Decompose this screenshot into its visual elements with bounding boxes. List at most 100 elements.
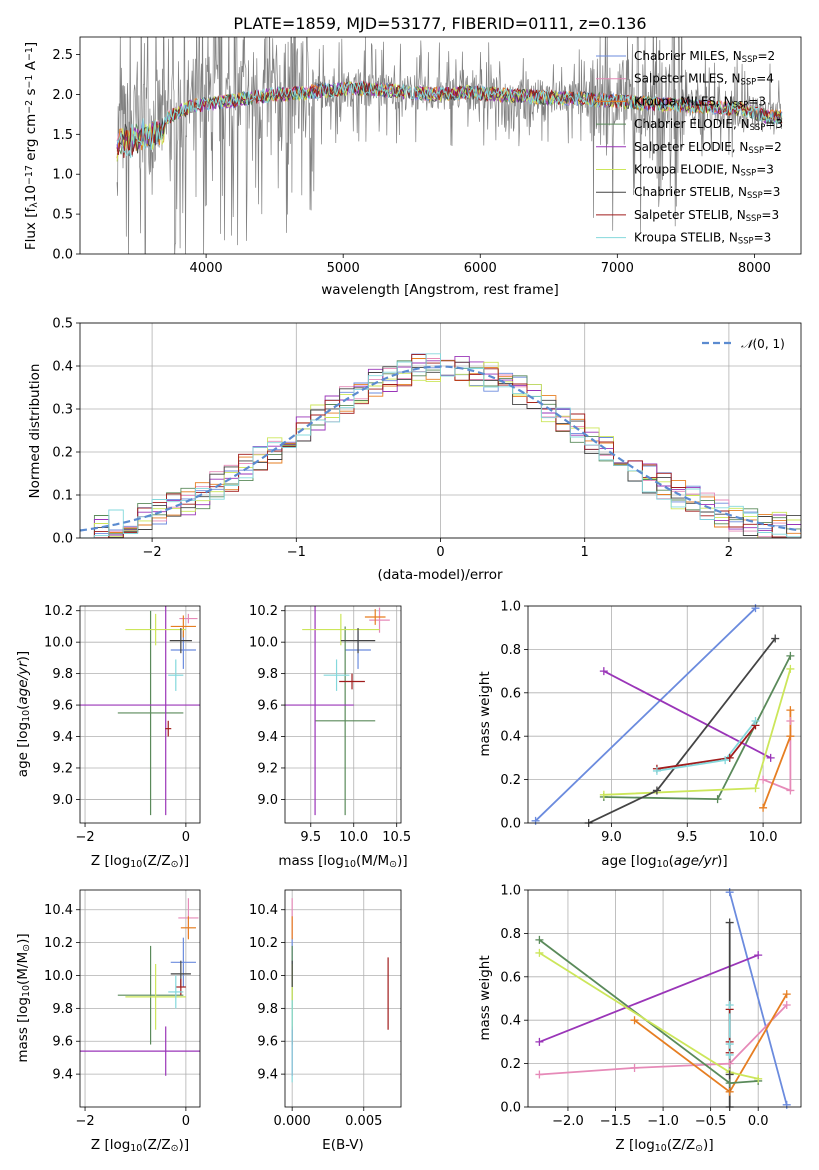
label-part: age/yr	[15, 660, 31, 705]
y-tick-label: 9.2	[52, 761, 73, 776]
label-part: ⊙	[695, 1143, 703, 1154]
label-part: Salpeter ELODIE, N	[634, 140, 748, 154]
label-part: 10	[21, 985, 32, 997]
plot-area	[534, 607, 792, 823]
residuals-histogram: −2 −1 0 1 2 0.0 0.1 0.2 0.3 0.4 0.5 𝒩(0, 1) (data-mo…	[27, 317, 802, 583]
label-part: SSP	[733, 99, 749, 109]
y-tick-label: 0.2	[500, 1057, 521, 1072]
y-tick-label: 9.8	[52, 1002, 73, 1017]
x-tick-label: −0.5	[695, 1114, 727, 1129]
label-part: =4	[756, 72, 774, 86]
weight-line	[762, 710, 792, 809]
label-part: =3	[748, 94, 766, 108]
x-tick-label: −2	[75, 830, 94, 845]
label-part: SSP	[746, 213, 762, 223]
weight-line	[603, 668, 792, 796]
weight-marker	[630, 1016, 639, 1025]
plot-area	[80, 353, 801, 538]
weight-marker	[725, 1059, 734, 1068]
weight-marker	[782, 1001, 791, 1010]
weight-marker	[725, 1050, 734, 1059]
x-tick-label: 7000	[601, 261, 634, 276]
y-tick-label: 0.1	[52, 489, 73, 504]
y-tick-label: 10.4	[249, 903, 278, 918]
y-tick-label: 9.8	[257, 667, 278, 682]
y-tick-label: 0.0	[500, 817, 521, 832]
label-part: )]	[397, 853, 408, 869]
weight-marker	[786, 717, 795, 726]
y-tick-label: 9.0	[257, 793, 278, 808]
y-tick-label: 9.4	[257, 730, 278, 745]
y-tick-label: 10.0	[44, 969, 73, 984]
weight-marker	[786, 706, 795, 715]
mass-vs-metallicity-plot: −2 09.49.69.810.010.210.4Z [log10(Z/Z⊙)]m…	[15, 889, 201, 1154]
x-tick-label: 10.0	[339, 830, 368, 845]
y-tick-label: 10.2	[44, 936, 73, 951]
weight-marker	[725, 888, 734, 897]
weight-marker	[535, 1037, 544, 1046]
label-part: Normed distribution	[27, 364, 43, 499]
x-axis-label: E(B-V)	[322, 1137, 364, 1153]
label-part: mass weight	[477, 671, 493, 756]
label-part: wavelength [Angstrom, rest frame]	[321, 282, 559, 298]
y-axis-label: Flux [fλ10−17 erg cm−2 s−1 A−1]	[23, 42, 40, 250]
y-tick-label: 10.0	[44, 636, 73, 651]
label-part: SSP	[742, 54, 758, 64]
x-axis-label: Z [log10(Z/Z⊙)]	[615, 1137, 713, 1154]
y-tick-label: 10.0	[249, 636, 278, 651]
y-tick-label: 1.0	[500, 600, 521, 615]
label-part: ⊙	[389, 859, 397, 870]
x-axis-label: mass [log10(M/M⊙)]	[278, 853, 407, 870]
label-part: =3	[761, 208, 779, 222]
y-tick-label: 0.3	[52, 403, 73, 418]
label-part: ⊙	[171, 1143, 179, 1154]
x-tick-label: 6000	[464, 261, 497, 276]
weight-line	[538, 939, 759, 1085]
label-part: age [log	[601, 853, 656, 869]
label-part: −1	[24, 75, 35, 89]
weight-marker	[786, 732, 795, 741]
axes-frame	[284, 605, 402, 824]
y-tick-label: 0.8	[500, 927, 521, 942]
y-tick-label: 0.0	[500, 1101, 521, 1116]
label-part: ]	[23, 42, 39, 47]
label-part: (M/M	[356, 853, 389, 869]
label-part: Z [log	[615, 1137, 654, 1153]
x-tick-label: 9.5	[300, 830, 321, 845]
legend-entry: Salpeter MILES, NSSP=4	[634, 72, 774, 87]
weight-marker	[766, 753, 775, 762]
label-part: =3	[763, 185, 781, 199]
label-part: mass [log	[278, 853, 344, 869]
label-part: −2	[24, 100, 35, 114]
x-tick-label: −2	[143, 545, 162, 560]
x-tick-label: 0	[182, 830, 190, 845]
axes-frame	[284, 889, 402, 1108]
label-part: (	[669, 853, 674, 869]
weight-marker	[771, 634, 780, 643]
mass-vs-ebv-plot: 0.000 0.005 9.4 9.6 9.8 10.0 10.2 10.4 E(B-V)	[249, 889, 402, 1153]
weight-marker	[759, 803, 768, 812]
weight-marker	[630, 1063, 639, 1072]
label-part: Chabrier ELODIE, N	[634, 117, 750, 131]
weight-marker	[786, 664, 795, 673]
weight-marker	[599, 667, 608, 676]
y-tick-label: 1.0	[500, 884, 521, 899]
y-tick-label: 0.0	[52, 532, 73, 547]
legend-entry: Kroupa ELODIE, NSSP=3	[634, 163, 774, 178]
label-part: =3	[765, 117, 783, 131]
y-tick-label: 10.0	[249, 969, 278, 984]
label-part: Salpeter MILES, N	[634, 72, 741, 86]
y-tick-label: 9.6	[257, 699, 278, 714]
weight-marker	[751, 604, 760, 613]
label-part: SSP	[750, 122, 766, 132]
y-tick-label: 0.5	[52, 208, 73, 223]
label-part: )]	[15, 651, 31, 662]
label-part: (Z/Z	[667, 1137, 695, 1153]
label-part: =3	[754, 231, 772, 245]
weight-marker	[725, 1087, 734, 1096]
y-tick-label: 0.4	[500, 730, 521, 745]
label-part: λ	[29, 202, 40, 208]
y-axis-label: mass [log10(M/M⊙)]	[15, 933, 32, 1062]
y-tick-label: 9.4	[52, 730, 73, 745]
weight-marker	[725, 1040, 734, 1049]
